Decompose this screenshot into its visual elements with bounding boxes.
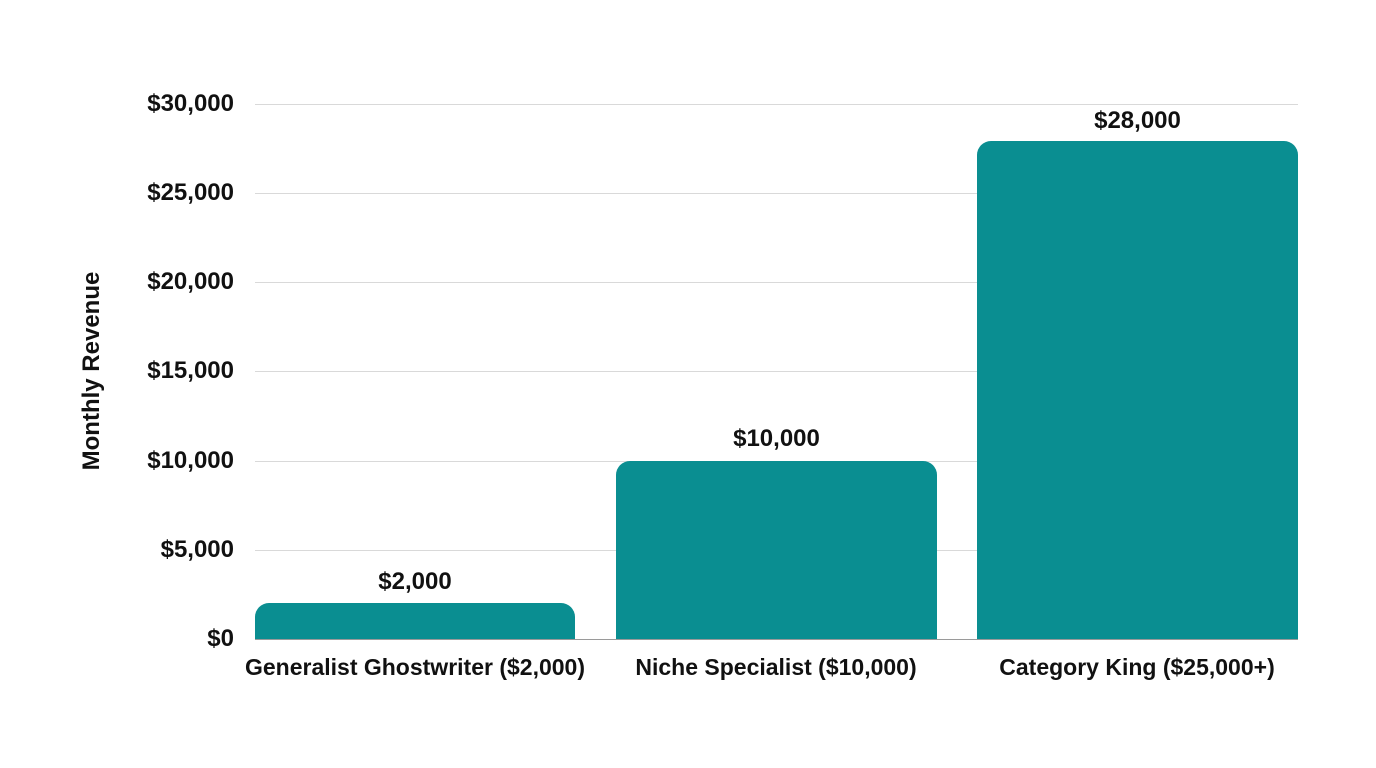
x-axis-line — [255, 639, 1298, 640]
bar-value-label: $2,000 — [378, 568, 452, 595]
gridline-30000 — [255, 104, 1298, 105]
bar-value-label: $10,000 — [733, 425, 820, 452]
y-tick-label: $0 — [207, 625, 234, 652]
x-tick-label: Generalist Ghostwriter ($2,000) — [244, 654, 585, 680]
gridline-25000 — [255, 193, 1298, 194]
bar-value-label: $28,000 — [1094, 107, 1181, 134]
gridline-20000 — [255, 282, 1298, 283]
y-tick-label: $10,000 — [147, 447, 234, 474]
bar-generalist-ghostwriter — [255, 603, 575, 639]
x-tick-label: Niche Specialist ($10,000) — [635, 654, 917, 680]
bar-niche-specialist — [616, 461, 937, 639]
gridline-15000 — [255, 371, 1298, 372]
y-tick-label: $30,000 — [147, 90, 234, 117]
bar-category-king — [977, 141, 1298, 639]
y-tick-label: $25,000 — [147, 179, 234, 206]
y-tick-label: $15,000 — [147, 357, 234, 384]
y-tick-label: $20,000 — [147, 268, 234, 295]
x-tick-label: Category King ($25,000+) — [999, 654, 1275, 680]
y-tick-label: $5,000 — [160, 536, 234, 563]
